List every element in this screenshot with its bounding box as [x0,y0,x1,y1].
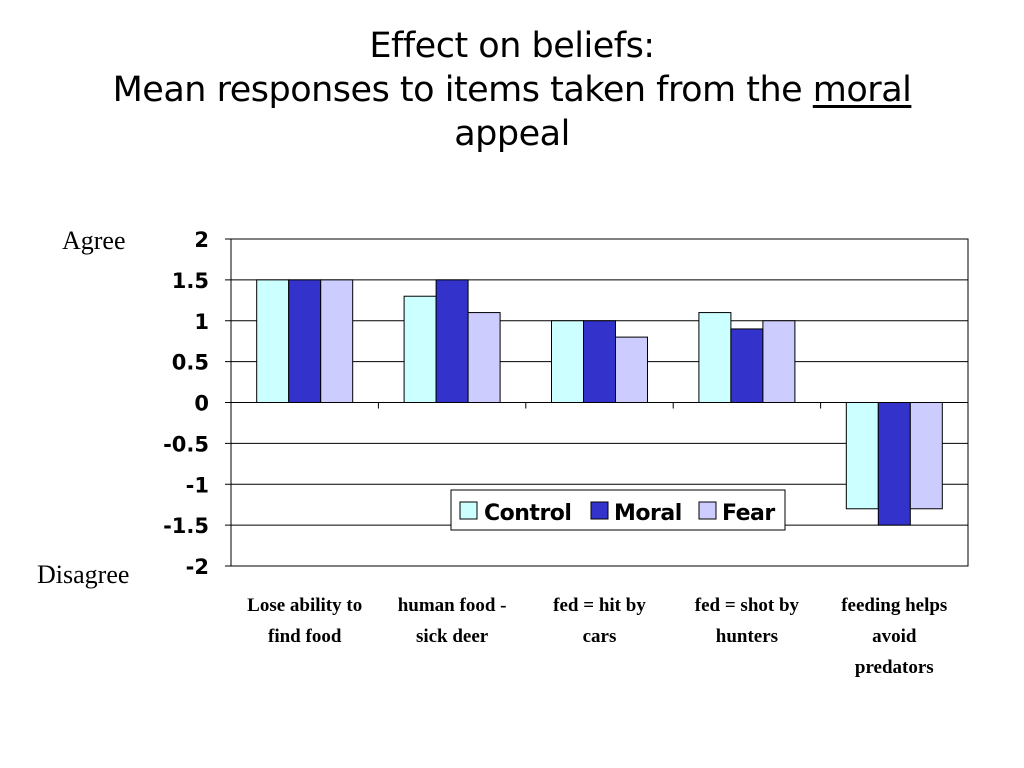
x-category-label: fed = hit by [553,595,646,616]
x-category-label: sick deer [416,626,489,647]
x-category-label: hunters [716,626,778,647]
bar-moral [730,328,764,403]
legend-box [450,489,786,531]
agree-label: Agree [62,226,126,255]
bar-moral [877,402,911,526]
bar-fear [467,312,501,404]
x-category-label: feeding helps [841,595,947,616]
legend: Control Moral Fear [450,489,786,531]
y-tick-label: 0.5 [172,351,209,375]
y-tick-label: -2 [186,555,209,579]
bar-fear [615,336,648,404]
legend-label-fear: Fear [722,501,775,526]
title-line-1: Effect on beliefs: [369,26,655,66]
bar-moral [583,320,616,403]
bar-moral [288,279,322,403]
y-tick-label: -1.5 [163,514,209,538]
legend-label-control: Control [484,501,571,526]
title-underlined-word: moral [812,70,912,110]
legend-label-moral: Moral [614,501,682,526]
y-tick-label: 2 [194,228,209,252]
y-tick-label: 1 [194,310,209,334]
x-category-label: human food - [398,595,507,616]
bar-control [845,402,879,510]
x-category-label: predators [855,657,934,678]
x-category-label: find food [268,626,342,647]
y-tick-label: -1 [186,473,209,497]
y-tick-label: -0.5 [163,432,209,456]
legend-swatch-control [459,501,478,520]
title-line-2-text: Mean responses to items taken from the [112,70,813,110]
bar-moral [435,279,469,403]
bar-control [256,279,290,403]
bar-control [551,320,584,403]
slide-title: Effect on beliefs: Mean responses to ite… [0,24,1024,156]
x-category-label: cars [583,626,617,647]
bar-fear [909,402,943,510]
bar-fear [762,320,796,403]
y-tick-label: 0 [194,392,209,416]
bar-control [403,295,437,404]
legend-swatch-moral [590,501,609,520]
title-line-3: appeal [454,114,570,154]
y-tick-label: 1.5 [172,269,209,293]
legend-swatch-fear [698,501,717,520]
bar-control [698,312,732,404]
x-category-label: avoid [872,626,917,647]
disagree-label: Disagree [37,560,130,589]
x-category-label: Lose ability to [247,595,362,616]
bar-fear [320,279,354,403]
x-category-label: fed = shot by [695,595,800,616]
title-line-2: Mean responses to items taken from the m… [0,68,1024,112]
